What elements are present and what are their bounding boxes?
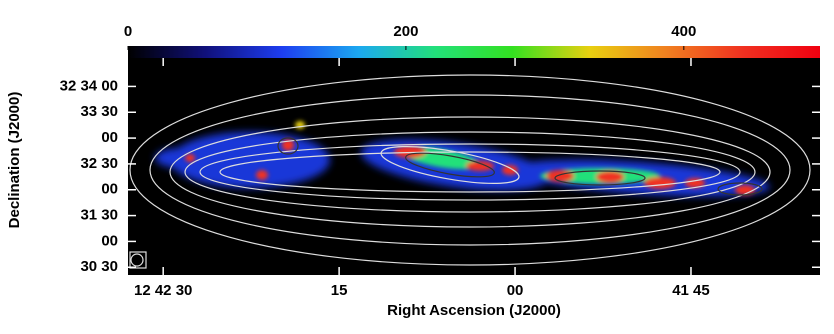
y-tick-label: 00 [101,232,118,249]
x-axis-label: Right Ascension (J2000) [387,302,561,319]
y-tick-label: 33 30 [80,103,118,120]
x-tick-label: 15 [331,282,348,299]
y-tick-label: 32 30 [80,155,118,172]
x-tick-label: 41 45 [672,282,710,299]
colorbar-tick-label: 0 [124,23,132,40]
y-tick-label: 31 30 [80,207,118,224]
y-tick-label: 32 34 00 [60,77,118,94]
colorbar-tick-label: 400 [671,23,696,40]
image [128,58,820,275]
colorbar [128,46,820,58]
y-tick-label: 00 [101,129,118,146]
x-tick-label: 12 42 30 [134,282,192,299]
colorbar-tick-label: 200 [393,23,418,40]
y-tick-label: 00 [101,181,118,198]
x-tick-label: 00 [507,282,524,299]
y-tick-label: 30 30 [80,258,118,275]
y-axis-label: Declination (J2000) [6,92,23,229]
